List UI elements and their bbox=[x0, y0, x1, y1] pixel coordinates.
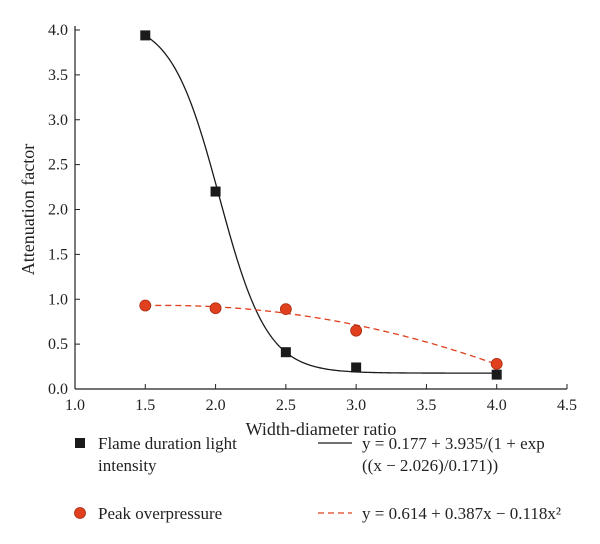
series-1-point bbox=[210, 186, 221, 197]
data-points bbox=[139, 30, 503, 380]
series-2-point bbox=[350, 324, 363, 337]
series-1-point bbox=[351, 362, 362, 373]
series-1-point bbox=[491, 369, 502, 380]
y-tick-label: 0.5 bbox=[48, 336, 68, 353]
series-2-point bbox=[139, 299, 152, 312]
x-tick-label: 3.0 bbox=[346, 397, 366, 414]
series-2-point bbox=[490, 357, 503, 370]
x-tick-label: 4.5 bbox=[557, 397, 577, 414]
axes: 1.0 1.5 2.0 2.5 3.0 3.5 4.0 4.5 0.0 0.5 1.0 1.5 2.0 2… bbox=[18, 22, 577, 439]
fit-curve-1 bbox=[144, 34, 497, 374]
legend-equation-1: ((x − 2.026)/0.171)) bbox=[362, 456, 498, 475]
y-tick-label: 0.0 bbox=[48, 381, 68, 398]
legend-equation-2: y = 0.614 + 0.387x − 0.118x² bbox=[362, 504, 561, 523]
legend-marker-1 bbox=[75, 438, 85, 448]
y-tick-label: 1.5 bbox=[48, 246, 68, 263]
x-tick-label: 3.5 bbox=[416, 397, 436, 414]
x-tick-label: 1.0 bbox=[65, 397, 85, 414]
y-tick-label: 4.0 bbox=[48, 22, 68, 39]
series-2-point bbox=[279, 303, 292, 316]
fit-curves bbox=[144, 34, 497, 374]
legend-label-1: Flame duration light bbox=[98, 434, 237, 453]
x-tick-label: 2.5 bbox=[276, 397, 296, 414]
y-tick-label: 2.0 bbox=[48, 202, 68, 219]
legend-marker-2 bbox=[74, 507, 86, 519]
y-axis-title: Attenuation factor bbox=[18, 144, 38, 275]
legend-label-1: intensity bbox=[98, 456, 157, 475]
x-axis-title: Width-diameter ratio bbox=[246, 419, 397, 439]
legend-equation-1: y = 0.177 + 3.935/(1 + exp bbox=[362, 434, 545, 453]
legend-label-2: Peak overpressure bbox=[98, 504, 222, 523]
series-2-point bbox=[209, 302, 222, 315]
series-1-point bbox=[280, 347, 291, 358]
x-tick-label: 2.0 bbox=[206, 397, 226, 414]
y-tick-label: 2.5 bbox=[48, 157, 68, 174]
x-tick-label: 1.5 bbox=[135, 397, 155, 414]
fit-curve-2 bbox=[145, 304, 497, 366]
x-tick-label: 4.0 bbox=[487, 397, 507, 414]
series-1-point bbox=[140, 30, 151, 41]
y-tick-label: 3.0 bbox=[48, 112, 68, 129]
y-tick-label: 3.5 bbox=[48, 67, 68, 84]
y-tick-label: 1.0 bbox=[48, 291, 68, 308]
legend: Flame duration light intensity y = 0.177 +… bbox=[74, 434, 561, 523]
